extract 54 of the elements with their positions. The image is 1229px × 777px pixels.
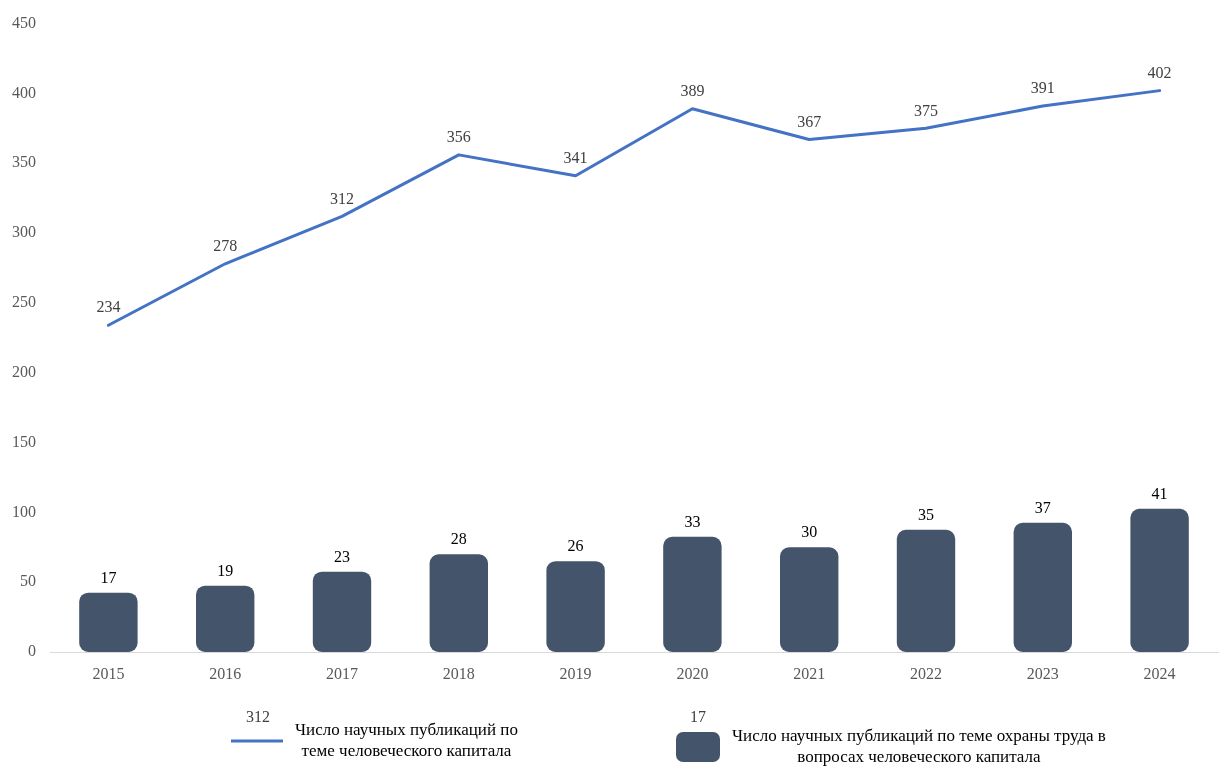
x-tick-label: 2023	[1026, 664, 1059, 682]
data-label: 278	[213, 236, 238, 254]
bar	[429, 554, 488, 652]
text: 17	[690, 708, 706, 726]
bar	[1130, 508, 1189, 652]
legend-label: Число научных публикаций по теме охраны труда в вопросах человеческого капитала	[731, 725, 1106, 766]
y-tick-label: 450	[12, 13, 36, 31]
x-tick-label: 2020	[676, 664, 709, 682]
x-tick-label: 2017	[326, 664, 358, 682]
data-label: 356	[446, 128, 471, 146]
bar	[546, 561, 605, 652]
data-label: 33	[684, 513, 701, 530]
bar	[79, 592, 138, 652]
data-label: 19	[217, 561, 234, 579]
data-label: 312	[330, 189, 354, 207]
data-label: 341	[563, 149, 588, 167]
bar	[896, 529, 956, 652]
x-tick-label: 2022	[910, 664, 942, 682]
y-tick-label: 50	[20, 572, 36, 590]
x-tick-label: 2015	[92, 664, 125, 682]
y-tick-label: 250	[12, 293, 36, 311]
data-label: 389	[680, 81, 705, 99]
x-tick-label: 2019	[559, 664, 592, 682]
y-tick-label: 0	[28, 642, 36, 660]
bar	[312, 571, 372, 652]
data-label: 391	[1030, 79, 1055, 97]
data-label: 375	[914, 101, 938, 119]
y-tick-label: 200	[12, 362, 36, 380]
data-label: 26	[567, 537, 584, 555]
y-tick-label: 100	[12, 502, 36, 520]
x-tick-label: 2021	[793, 664, 826, 682]
bar	[663, 536, 722, 652]
y-tick-label: 150	[12, 432, 36, 450]
bar	[196, 585, 255, 652]
bar	[1013, 522, 1072, 652]
data-label: 23	[334, 547, 350, 565]
data-label: 37	[1034, 499, 1051, 517]
x-tick-label: 2016	[209, 664, 242, 682]
x-tick-label: 2018	[442, 664, 475, 682]
legend-label: Число научных публикаций по теме человеческого капитала	[294, 719, 518, 760]
x-tick-label: 2024	[1143, 664, 1176, 682]
data-label: 30	[801, 523, 818, 541]
y-tick-label: 400	[12, 83, 36, 101]
bar	[780, 547, 839, 652]
data-label: 35	[918, 506, 934, 524]
data-label: 367	[797, 112, 822, 130]
text: 312	[246, 708, 270, 726]
data-label: 17	[100, 568, 117, 586]
y-tick-label: 300	[12, 223, 36, 241]
data-label: 41	[1151, 485, 1168, 503]
data-label: 234	[96, 298, 121, 316]
data-label: 28	[450, 530, 467, 548]
y-tick-label: 350	[12, 153, 36, 171]
data-label: 402	[1147, 63, 1172, 81]
